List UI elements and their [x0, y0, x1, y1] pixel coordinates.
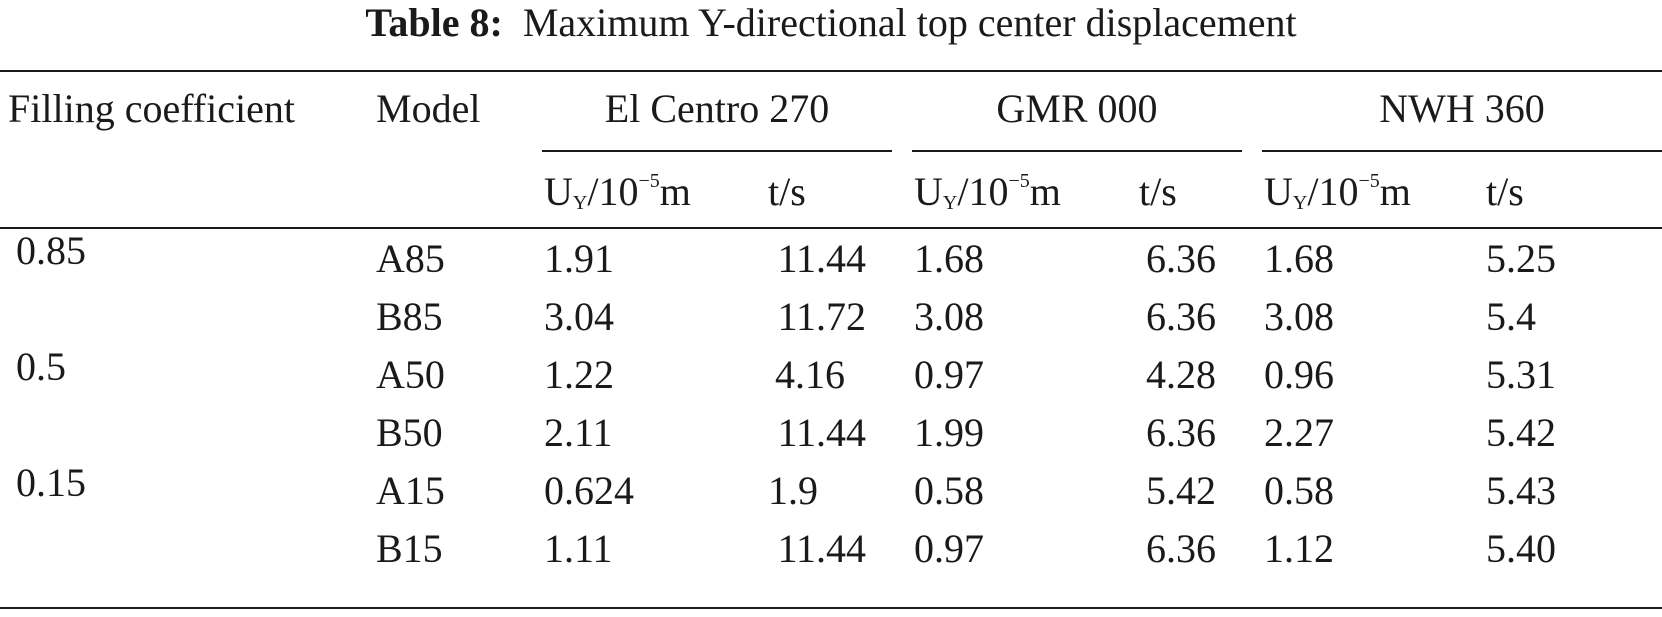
cell-nwh-displacement: 3.08 [1264, 294, 1334, 339]
cell-el-centro-displacement: 3.04 [544, 294, 614, 339]
cell-el-centro-time: 11.44 [777, 410, 866, 455]
header-time-nwh: t/s [1486, 169, 1524, 214]
cell-el-centro-displacement: 1.11 [544, 526, 613, 571]
cell-filling-coefficient: 0.85 [16, 228, 86, 273]
cell-model: A85 [376, 236, 445, 281]
cell-el-centro-displacement: 1.22 [544, 352, 614, 397]
group-rule-nwh [1262, 150, 1662, 152]
group-rule-el-centro [542, 150, 892, 152]
header-model: Model [376, 86, 481, 131]
cell-nwh-time: 5.31 [1486, 352, 1556, 397]
cell-gmr-displacement: 1.99 [914, 410, 984, 455]
cell-gmr-time: 5.42 [1146, 468, 1216, 513]
header-displacement-nwh: UY/10−5m [1264, 169, 1411, 214]
cell-nwh-time: 5.43 [1486, 468, 1556, 513]
cell-model: B15 [376, 526, 443, 571]
cell-gmr-displacement: 3.08 [914, 294, 984, 339]
cell-gmr-time: 4.28 [1146, 352, 1216, 397]
caption-label: Table 8: [365, 0, 503, 45]
caption-text: Maximum Y-directional top center displac… [522, 0, 1297, 45]
cell-gmr-displacement: 0.97 [914, 352, 984, 397]
cell-gmr-time: 6.36 [1146, 294, 1216, 339]
header-group-el-centro: El Centro 270 [604, 86, 830, 131]
cell-gmr-time: 6.36 [1146, 236, 1216, 281]
cell-model: B85 [376, 294, 443, 339]
cell-el-centro-time: 11.44 [777, 236, 866, 281]
header-displacement-gmr: UY/10−5m [914, 169, 1061, 214]
cell-gmr-displacement: 0.58 [914, 468, 984, 513]
group-rule-gmr [912, 150, 1242, 152]
cell-el-centro-time: 11.72 [777, 294, 866, 339]
header-displacement-el-centro: UY/10−5m [544, 169, 691, 214]
cell-nwh-time: 5.40 [1486, 526, 1556, 571]
top-rule [0, 70, 1662, 72]
cell-el-centro-displacement: 2.11 [544, 410, 613, 455]
cell-model: A50 [376, 352, 445, 397]
header-rule [0, 227, 1662, 229]
header-filling-coefficient: Filling coefficient [8, 86, 295, 131]
cell-nwh-displacement: 1.12 [1264, 526, 1334, 571]
cell-el-centro-displacement: 0.624 [544, 468, 634, 513]
cell-el-centro-time: 1.9 [768, 468, 818, 513]
cell-filling-coefficient: 0.15 [16, 460, 86, 505]
cell-nwh-time: 5.25 [1486, 236, 1556, 281]
cell-nwh-time: 5.4 [1486, 294, 1536, 339]
cell-gmr-time: 6.36 [1146, 410, 1216, 455]
cell-nwh-displacement: 0.58 [1264, 468, 1334, 513]
header-group-nwh: NWH 360 [1379, 86, 1545, 131]
cell-nwh-displacement: 1.68 [1264, 236, 1334, 281]
cell-gmr-displacement: 0.97 [914, 526, 984, 571]
cell-nwh-displacement: 2.27 [1264, 410, 1334, 455]
cell-gmr-time: 6.36 [1146, 526, 1216, 571]
header-group-gmr: GMR 000 [996, 86, 1158, 131]
cell-el-centro-time: 4.16 [775, 352, 845, 397]
header-time-el-centro: t/s [768, 169, 806, 214]
cell-gmr-displacement: 1.68 [914, 236, 984, 281]
table-caption: Table 8: Maximum Y-directional top cente… [0, 0, 1662, 52]
cell-model: B50 [376, 410, 443, 455]
cell-el-centro-displacement: 1.91 [544, 236, 614, 281]
cell-el-centro-time: 11.44 [777, 526, 866, 571]
cell-filling-coefficient: 0.5 [16, 344, 66, 389]
cell-model: A15 [376, 468, 445, 513]
cell-nwh-displacement: 0.96 [1264, 352, 1334, 397]
bottom-rule [0, 607, 1662, 609]
header-time-gmr: t/s [1139, 169, 1177, 214]
cell-nwh-time: 5.42 [1486, 410, 1556, 455]
